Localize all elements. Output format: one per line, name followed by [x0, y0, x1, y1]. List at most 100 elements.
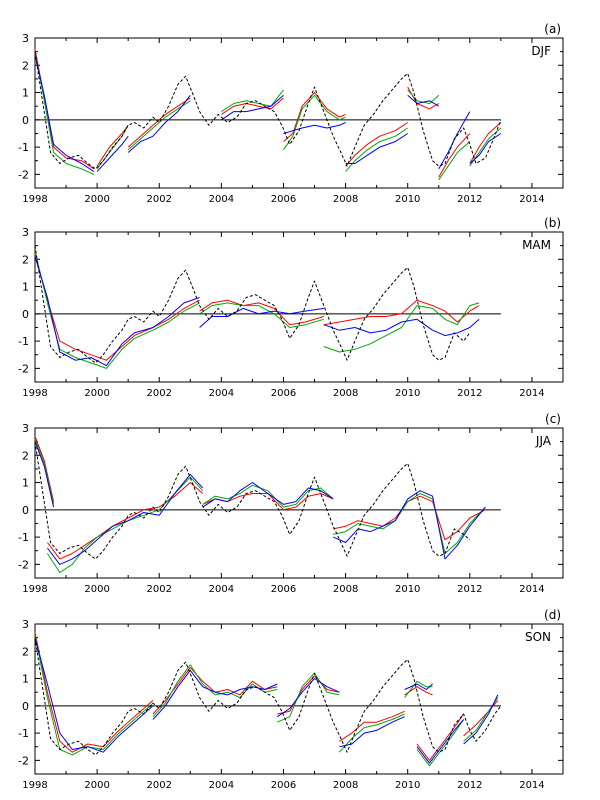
series-line-red [34, 436, 55, 502]
series-line-red [127, 97, 191, 148]
x-tick-label: 2002 [147, 194, 172, 205]
y-tick-label: -2 [18, 168, 29, 181]
x-tick-label: 2006 [271, 780, 296, 791]
x-tick-label: 2004 [209, 194, 234, 205]
x-tick-label: 2014 [519, 780, 544, 791]
x-tick-label: 2006 [271, 584, 296, 595]
plot-frame [34, 427, 564, 579]
series-line-green [127, 100, 191, 151]
x-tick-label: 2002 [147, 584, 172, 595]
season-label: JJA [535, 434, 552, 448]
series-line-blue [202, 482, 334, 508]
series-line-red [469, 122, 502, 164]
season-label: DJF [531, 44, 551, 58]
x-tick-label: 2004 [209, 388, 234, 399]
series-line-blue [407, 94, 440, 107]
y-tick-label: 2 [22, 253, 29, 266]
plot-frame [34, 37, 564, 189]
series-line-blue [404, 683, 433, 690]
season-label: SON [525, 630, 551, 644]
x-tick-label: 1998 [22, 584, 47, 595]
series-line-red [221, 97, 284, 115]
series-line-blue [323, 318, 480, 337]
panel-label: (c) [545, 412, 561, 426]
observed-line [34, 51, 502, 170]
panel-0: (a) DJF 3 2 1 0 -1 -2 1998 2000 2002 2004 2006 2008 20… [18, 22, 564, 205]
plot-frame [34, 623, 564, 775]
y-tick-label: -1 [18, 727, 29, 740]
x-tick-label: 2008 [333, 584, 358, 595]
series-line-green [333, 493, 486, 554]
x-tick-label: 2000 [84, 780, 109, 791]
series-line-red [283, 92, 346, 142]
season-label: MAM [522, 238, 551, 252]
y-tick-label: 1 [22, 673, 29, 686]
series-line-red [404, 686, 433, 696]
series-line-red [277, 675, 340, 715]
series-line-green [339, 713, 405, 753]
y-tick-label: 1 [22, 477, 29, 490]
series-line-blue [345, 133, 408, 164]
x-tick-label: 2008 [333, 194, 358, 205]
series-line-green [283, 94, 346, 151]
series-line-blue [277, 678, 340, 718]
x-tick-label: 2010 [395, 780, 420, 791]
series-line-blue [463, 694, 499, 745]
series-line-green [345, 127, 408, 172]
panel-label: (a) [544, 22, 561, 36]
x-tick-label: 2006 [271, 388, 296, 399]
y-tick-label: -1 [18, 141, 29, 154]
series-line-red [47, 482, 204, 560]
observed-line [34, 441, 471, 560]
panel-2: (c) JJA 3 2 1 0 -1 -2 1998 2000 2002 2004 2006 2008 20… [18, 412, 564, 595]
x-tick-label: 2012 [457, 584, 482, 595]
y-tick-label: 0 [22, 504, 29, 517]
series-line-red [463, 700, 499, 737]
x-tick-label: 2000 [84, 584, 109, 595]
series-line-green [202, 484, 334, 508]
series-line-red [323, 299, 480, 326]
x-tick-label: 2006 [271, 194, 296, 205]
series-line-blue [34, 54, 95, 173]
series-line-blue [469, 133, 502, 164]
series-line-red [339, 710, 405, 742]
y-tick-label: 2 [22, 59, 29, 72]
series-line-green [323, 302, 480, 353]
x-tick-label: 2010 [395, 388, 420, 399]
y-tick-label: 0 [22, 700, 29, 713]
y-tick-label: 0 [22, 308, 29, 321]
x-tick-label: 2004 [209, 584, 234, 595]
y-tick-label: 1 [22, 281, 29, 294]
series-line-green [34, 51, 95, 175]
x-tick-label: 2010 [395, 194, 420, 205]
y-tick-label: 3 [22, 226, 29, 239]
observed-line [34, 637, 502, 756]
x-tick-label: 1998 [22, 780, 47, 791]
plot-frame [34, 231, 564, 383]
x-tick-label: 2010 [395, 584, 420, 595]
series-line-blue [127, 94, 191, 153]
series-line-red [34, 253, 200, 361]
series-line-blue [283, 122, 346, 134]
x-tick-label: 2014 [519, 584, 544, 595]
x-tick-label: 2012 [457, 780, 482, 791]
series-line-blue [34, 637, 154, 753]
x-tick-label: 2002 [147, 388, 172, 399]
series-line-red [34, 632, 154, 753]
y-tick-label: 2 [22, 645, 29, 658]
panel-1: (b) MAM 3 2 1 0 -1 -2 1998 2000 2002 2004 2006 2008 20… [18, 216, 564, 399]
x-tick-label: 2000 [84, 388, 109, 399]
series-line-green [199, 302, 324, 328]
y-tick-label: 3 [22, 422, 29, 435]
x-tick-label: 2008 [333, 780, 358, 791]
y-tick-label: -2 [18, 558, 29, 571]
panel-label: (b) [544, 216, 561, 230]
x-tick-label: 2000 [84, 194, 109, 205]
series-line-blue [34, 256, 200, 367]
panel-label: (d) [544, 608, 561, 622]
series-line-red [438, 133, 471, 178]
series-line-blue [199, 307, 324, 328]
observed-line [34, 245, 471, 364]
series-line-blue [34, 441, 55, 508]
